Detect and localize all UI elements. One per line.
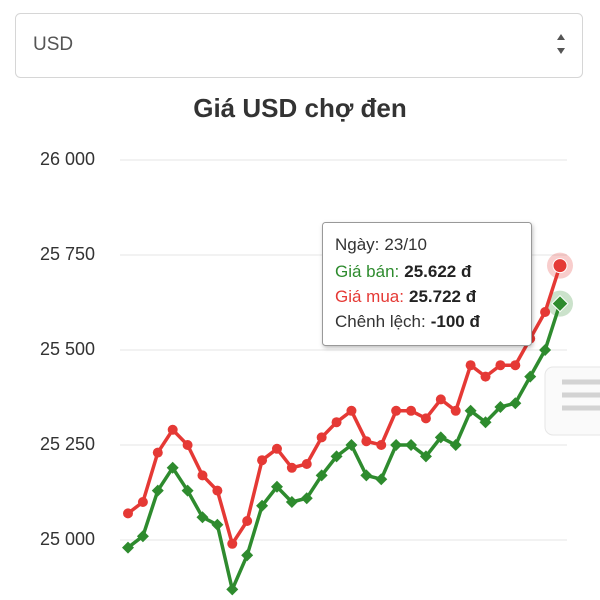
select-arrows — [557, 34, 565, 54]
point — [166, 461, 179, 474]
point — [345, 439, 358, 451]
point — [449, 439, 462, 451]
point — [346, 405, 357, 416]
point — [539, 344, 552, 356]
point — [495, 360, 506, 371]
point — [241, 549, 254, 562]
plot: 25 000 25 250 25 500 25 750 26 000 — [40, 149, 573, 596]
point — [316, 432, 327, 443]
point — [552, 258, 568, 274]
point — [376, 440, 387, 450]
row-value: 25.622 đ — [404, 262, 472, 281]
point — [420, 413, 431, 424]
row-value: -100 đ — [431, 312, 481, 331]
point — [465, 360, 476, 371]
y-tick-label: 26 000 — [40, 149, 95, 169]
select-value: USD — [33, 34, 73, 55]
point — [480, 371, 491, 382]
point — [419, 450, 432, 463]
point — [270, 480, 283, 493]
point — [375, 473, 388, 486]
tooltip-row: Giá bán: 25.622 đ — [335, 262, 472, 281]
point — [435, 394, 446, 405]
y-tick-label: 25 750 — [40, 244, 95, 264]
point — [464, 404, 477, 417]
point — [256, 499, 269, 512]
side-widget[interactable] — [544, 366, 600, 436]
point — [434, 431, 447, 444]
tooltip-box — [322, 222, 532, 346]
point — [406, 405, 417, 416]
point — [152, 447, 163, 458]
y-tick-label: 25 250 — [40, 434, 95, 454]
point — [227, 538, 238, 549]
point — [197, 470, 208, 481]
chart-title: Giá USD chợ đen — [193, 93, 407, 123]
point — [137, 497, 148, 507]
select-box[interactable] — [15, 13, 583, 78]
point — [212, 485, 223, 496]
point — [494, 401, 507, 413]
point — [510, 360, 521, 371]
point — [136, 530, 149, 543]
point — [405, 439, 418, 451]
point — [167, 424, 178, 435]
row-label: Giá mua: — [335, 287, 404, 306]
tooltip-row: Chênh lệch: -100 đ — [335, 312, 480, 331]
y-tick-label: 25 000 — [40, 529, 95, 549]
tooltip-row: Giá mua: 25.722 đ — [335, 287, 477, 306]
currency-select[interactable]: USD — [15, 13, 583, 78]
point — [391, 405, 402, 416]
point — [301, 459, 312, 469]
point — [122, 541, 134, 554]
tooltip-date: Ngày: 23/10 — [335, 235, 427, 254]
point — [390, 439, 403, 451]
point — [300, 492, 313, 505]
point — [242, 516, 253, 526]
point — [331, 417, 342, 428]
point — [509, 397, 522, 410]
point — [226, 583, 239, 596]
date-label: Ngày: — [335, 235, 379, 254]
point — [361, 436, 372, 447]
y-tick-label: 25 500 — [40, 339, 95, 359]
point — [182, 440, 193, 450]
point — [479, 416, 492, 429]
widget-box[interactable] — [544, 366, 600, 436]
point — [360, 469, 373, 482]
point — [181, 484, 194, 497]
point — [330, 450, 343, 463]
point — [551, 294, 569, 313]
point — [540, 307, 551, 317]
point — [315, 469, 328, 482]
point — [211, 518, 224, 531]
widget-icon — [562, 379, 600, 411]
row-value: 25.722 đ — [409, 287, 477, 306]
point — [285, 496, 298, 508]
point — [286, 462, 297, 473]
point — [123, 508, 133, 519]
point — [257, 455, 268, 466]
point — [196, 511, 209, 524]
row-label: Giá bán: — [335, 262, 399, 281]
row-label: Chênh lệch: — [335, 312, 426, 331]
point — [524, 370, 537, 383]
point — [271, 443, 282, 454]
date-value: 23/10 — [384, 235, 427, 254]
series-line — [126, 303, 562, 595]
point — [151, 484, 164, 497]
point — [450, 405, 461, 416]
